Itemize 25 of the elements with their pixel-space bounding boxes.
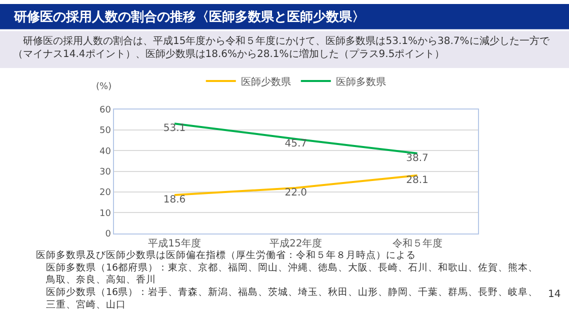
- text: 医師多数県及び医師少数県は医師偏在指標（厚生労働省：令和５年８月時点）による: [36, 249, 416, 261]
- x-tick-label: 令和５年度: [392, 237, 442, 250]
- legend-label: 医師少数県: [240, 76, 291, 88]
- y-tick-label: 0: [105, 230, 112, 240]
- y-tick-label: 30: [100, 168, 112, 178]
- data-label: 38.7: [406, 152, 428, 164]
- text: 医師少数県（16県）：岩手、青森、新潟、福島、茨城、埼玉、秋田、山形、静岡、千葉、群馬、長野、岐阜、三重、宮崎、山口: [36, 286, 538, 310]
- data-label: 45.7: [284, 138, 308, 150]
- text: 医師多数県（16都府県）：東京、京都、福岡、岡山、沖縄、徳島、大阪、長崎、石川、和歌山、佐賀、熊本、鳥取、奈良、高知、香川: [36, 261, 538, 286]
- data-label: 18.6: [163, 194, 186, 206]
- y-tick-label: 10: [100, 208, 112, 219]
- chart-subtitle: 研修医の採用人数の割合は、平成15年度から令和５年度にかけて、医師多数県は53.1%から38.7%に減少した一方で（マイナス14.4ポイント）、医師少数県は18.6%から28.1%に増加した（プラス9.5ポイント）: [13, 35, 550, 60]
- y-tick-label: 20: [100, 188, 112, 198]
- x-tick-label: 平成15年度: [148, 237, 201, 250]
- text: 14: [548, 289, 561, 300]
- data-label: 28.1: [406, 174, 428, 186]
- data-label: 22.0: [284, 187, 308, 198]
- chart-title: 研修医の採用人数の割合の推移〈医師多数県と医師少数県〉: [13, 9, 365, 25]
- data-label: 53.1: [163, 123, 186, 134]
- legend-label: 医師多数県: [336, 76, 386, 88]
- y-axis-title: (%): [96, 82, 112, 92]
- y-tick-label: 60: [100, 106, 112, 116]
- x-tick-label: 平成22年度: [270, 237, 322, 250]
- y-tick-label: 40: [100, 146, 112, 157]
- y-tick-label: 50: [100, 126, 112, 136]
